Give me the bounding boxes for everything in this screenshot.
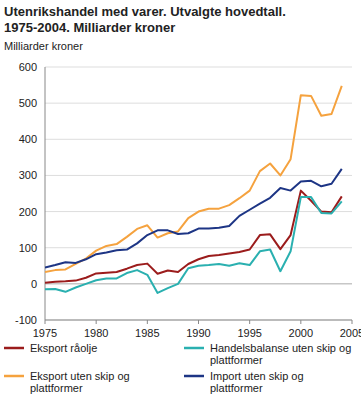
x-tick-label: 1990 <box>186 327 210 339</box>
legend-label-line: Handelsbalanse uten skip og <box>210 342 351 354</box>
x-tick-label: 1995 <box>237 327 261 339</box>
x-tick-label: 1985 <box>135 327 159 339</box>
grid-line <box>45 247 352 248</box>
x-tick <box>45 320 46 324</box>
x-tick-label: 1975 <box>33 327 57 339</box>
x-tick <box>249 320 250 324</box>
series-line <box>45 169 342 268</box>
legend-label: Import uten skip ogplattformer <box>210 370 304 394</box>
legend-label-line: Import uten skip og <box>210 370 304 382</box>
y-tick-label: 100 <box>19 242 37 254</box>
x-tick <box>300 320 301 324</box>
x-tick <box>147 320 148 324</box>
legend-swatch <box>184 375 204 378</box>
grid-line <box>45 175 352 176</box>
legend-label-line: Eksport uten skip og <box>30 370 130 382</box>
grid-line <box>45 139 352 140</box>
legend-swatch <box>184 347 204 350</box>
legend-swatch <box>4 347 24 350</box>
y-tick-label: 600 <box>19 61 37 73</box>
x-tick <box>96 320 97 324</box>
title-line: Utenrikshandel med varer. Utvalgte hoved… <box>4 4 286 19</box>
y-tick-label: 400 <box>19 133 37 145</box>
y-tick-label: 0 <box>31 278 37 290</box>
series-line <box>45 197 342 293</box>
series-line <box>45 86 342 272</box>
y-tick-label: 300 <box>19 169 37 181</box>
y-tick-label: 200 <box>19 206 37 218</box>
legend-label: Eksport uten skip ogplattformer <box>30 370 130 394</box>
legend-swatch <box>4 375 24 378</box>
title-line: 1975-2004. Milliarder kroner <box>4 20 175 35</box>
x-tick <box>352 320 353 324</box>
legend-label-line: plattformer <box>30 382 83 394</box>
series-line <box>45 191 342 283</box>
y-axis-label: Milliarder kroner <box>4 40 83 52</box>
grid-line <box>45 283 352 284</box>
legend-label-line: plattformer <box>210 354 263 366</box>
plot-area <box>45 86 342 293</box>
title: Utenrikshandel med varer. Utvalgte hoved… <box>4 4 286 35</box>
y-tick-label: -100 <box>15 314 37 326</box>
x-tick-label: 2005 <box>340 327 361 339</box>
legend-label: Handelsbalanse uten skip ogplattformer <box>210 342 351 366</box>
grid-line <box>45 103 352 104</box>
legend-label: Eksport råolje <box>30 342 97 354</box>
x-tick <box>198 320 199 324</box>
x-tick-label: 2000 <box>289 327 313 339</box>
legend-label-line: Eksport råolje <box>30 342 97 354</box>
grid-line <box>45 67 352 68</box>
y-tick-label: 500 <box>19 97 37 109</box>
x-tick-label: 1980 <box>84 327 108 339</box>
legend-label-line: plattformer <box>210 382 263 394</box>
